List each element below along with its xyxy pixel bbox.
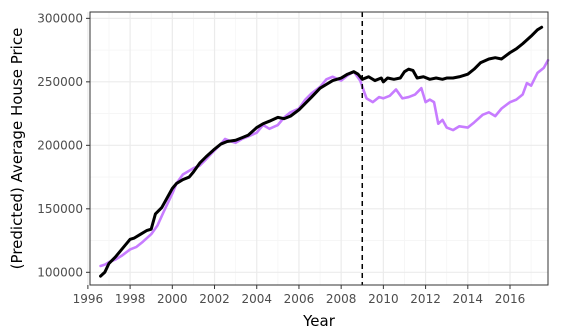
y-axis-title: (Predicted) Average House Price [8,28,26,270]
y-tick-label: 250000 [37,75,83,89]
x-tick-label: 2006 [284,292,315,306]
x-tick-label: 2000 [157,292,188,306]
x-tick-label: 2014 [453,292,484,306]
x-tick-label: 2002 [199,292,230,306]
major-gridlines [87,12,548,285]
minor-gridlines [90,12,548,285]
x-tick-label: 2016 [495,292,526,306]
y-tick-label: 100000 [37,265,83,279]
x-tick-label: 2012 [410,292,441,306]
series-layer [99,25,550,278]
x-axis: 1996 1998 2000 2002 2004 2006 2008 2010 2012 2014… [73,285,526,306]
x-tick-label: 2010 [368,292,399,306]
y-tick-label: 300000 [37,11,83,25]
actual-price-line [99,25,544,278]
x-tick-label: 1998 [115,292,146,306]
y-tick-label: 150000 [37,202,83,216]
y-tick-label: 200000 [37,138,83,152]
x-tick-label: 2004 [241,292,272,306]
x-tick-label: 2008 [326,292,357,306]
plot-panel [90,12,548,285]
y-axis: 100000 150000 200000 250000 300000 [37,11,90,279]
plot-border [89,11,549,286]
x-tick-label: 1996 [73,292,104,306]
x-axis-title: Year [302,312,336,330]
